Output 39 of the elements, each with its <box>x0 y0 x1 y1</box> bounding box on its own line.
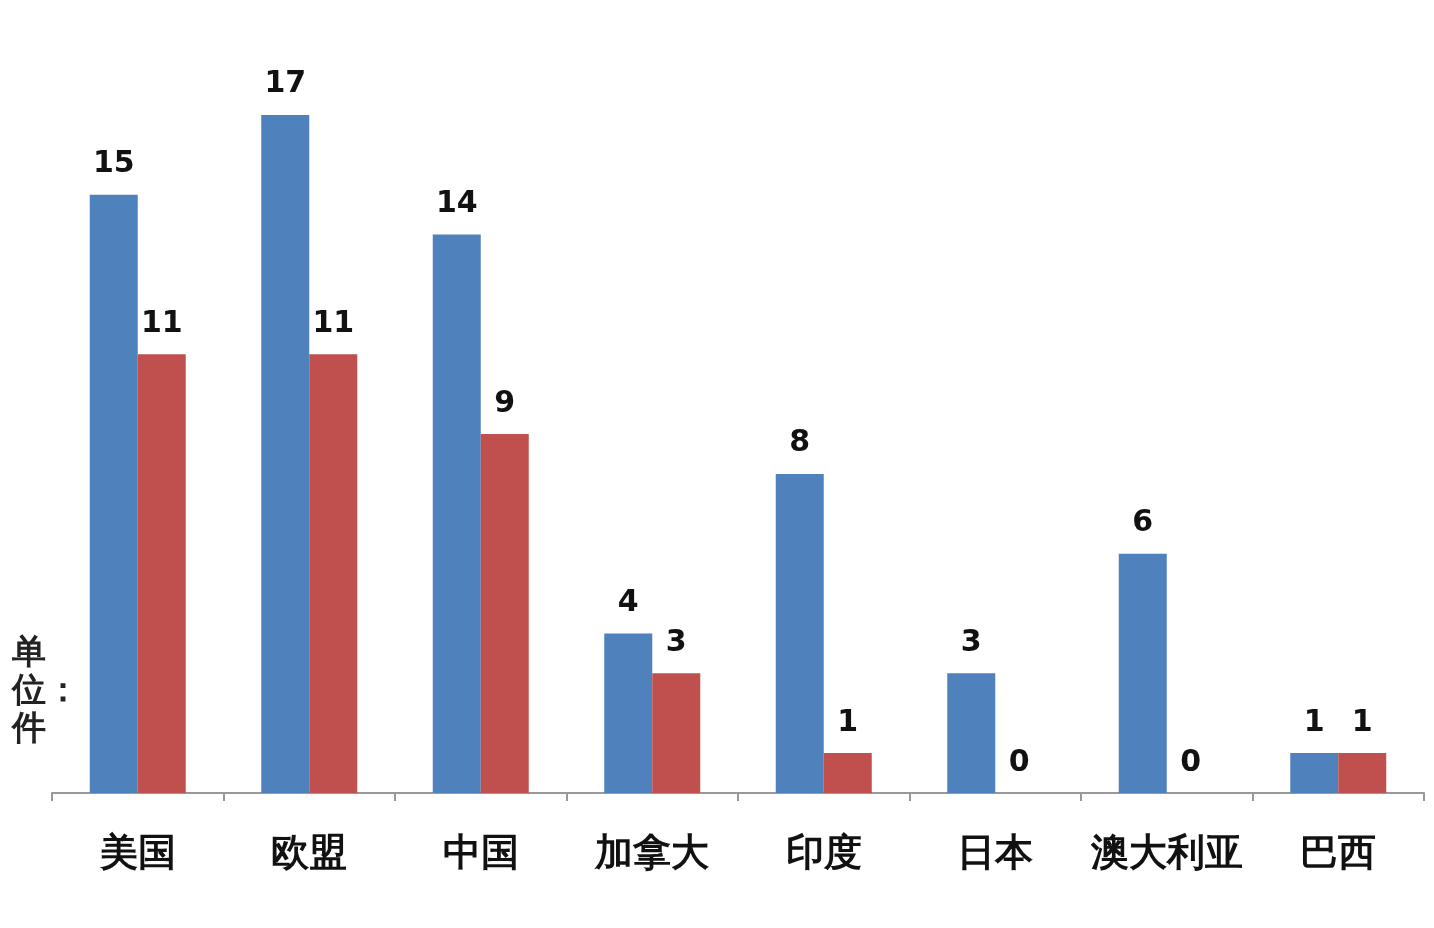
bar <box>775 473 824 793</box>
data-label: 3 <box>665 622 687 658</box>
data-label: 11 <box>140 303 183 339</box>
x-tick-label: 加拿大 <box>594 830 710 874</box>
data-label: 6 <box>1132 503 1154 539</box>
data-label: 11 <box>312 303 355 339</box>
bar <box>309 354 358 793</box>
data-label: 1 <box>1303 702 1325 738</box>
data-label: 0 <box>1180 742 1202 778</box>
data-label: 1 <box>1351 702 1373 738</box>
y-axis-title: 单位：件 <box>12 631 80 747</box>
x-tick-label: 巴西 <box>1300 830 1377 874</box>
bar <box>1118 553 1167 793</box>
bar <box>823 753 872 793</box>
data-label: 9 <box>494 383 516 419</box>
data-label: 1 <box>837 702 859 738</box>
x-tick-label: 欧盟 <box>271 830 348 874</box>
data-label: 15 <box>92 144 135 180</box>
bar <box>1290 753 1339 793</box>
data-label: 17 <box>264 64 307 100</box>
x-tick-label: 日本 <box>957 830 1034 874</box>
x-tick-label: 澳大利亚 <box>1089 830 1243 874</box>
bar <box>261 114 310 793</box>
bar <box>604 633 653 793</box>
data-label: 3 <box>960 622 982 658</box>
x-tick-label: 印度 <box>785 830 862 874</box>
data-label: 0 <box>1008 742 1030 778</box>
bar <box>480 434 529 793</box>
bar <box>432 234 481 793</box>
bar <box>89 194 138 793</box>
x-tick-label: 中国 <box>442 830 519 874</box>
bar <box>652 673 701 793</box>
x-tick-label: 美国 <box>98 830 176 874</box>
bar <box>137 354 186 793</box>
bar <box>947 673 996 793</box>
data-label: 8 <box>789 423 811 459</box>
data-label: 14 <box>435 184 478 220</box>
bar <box>1338 753 1387 793</box>
data-label: 4 <box>617 582 639 618</box>
